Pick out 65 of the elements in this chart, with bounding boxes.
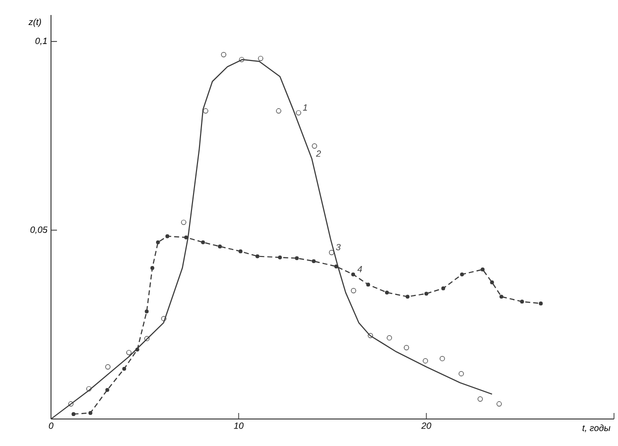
point — [496, 401, 502, 406]
point — [161, 316, 166, 322]
point — [350, 288, 356, 294]
point — [328, 250, 334, 256]
point — [221, 52, 226, 58]
x-tick-label: 0 — [48, 422, 54, 429]
point — [150, 266, 154, 270]
point — [520, 300, 524, 304]
point — [312, 259, 316, 264]
point — [368, 332, 374, 338]
point — [135, 348, 140, 352]
point — [294, 256, 299, 260]
x-axis-title: t, годы — [582, 424, 610, 432]
point — [218, 244, 222, 248]
point — [184, 235, 188, 240]
point — [538, 302, 543, 306]
point — [165, 234, 170, 238]
point — [312, 143, 318, 149]
point — [239, 56, 244, 62]
point — [278, 255, 282, 260]
point — [86, 386, 92, 392]
point — [88, 411, 92, 415]
point — [499, 294, 504, 299]
point — [490, 280, 494, 284]
point — [122, 366, 126, 371]
point — [384, 290, 389, 294]
point — [144, 309, 149, 314]
y-axis-title: z(t) — [28, 18, 41, 27]
point — [404, 345, 410, 350]
annotation: 2 — [316, 150, 321, 157]
point — [460, 272, 464, 276]
point — [258, 56, 264, 62]
point — [386, 335, 392, 340]
point — [72, 412, 76, 416]
x-tick-label: 10 — [234, 422, 244, 429]
point — [458, 371, 464, 376]
y-tick-label: 0,1 — [35, 38, 47, 46]
point — [126, 350, 132, 356]
point — [422, 358, 428, 364]
annotation: 4 — [357, 266, 362, 272]
point — [366, 282, 370, 287]
point — [296, 110, 302, 116]
point — [276, 108, 282, 114]
point — [424, 292, 428, 296]
x-tick-label: 20 — [421, 422, 432, 429]
point — [441, 286, 446, 290]
point — [334, 264, 338, 268]
y-tick-label: 0,05 — [30, 226, 48, 234]
point — [68, 401, 74, 406]
point — [480, 268, 485, 272]
point — [144, 336, 150, 342]
point — [105, 364, 110, 370]
point — [105, 388, 110, 392]
annotation: 1 — [302, 104, 307, 111]
point — [156, 240, 160, 244]
point — [255, 254, 260, 258]
point — [478, 396, 483, 402]
point — [201, 240, 205, 244]
point — [203, 108, 208, 114]
point — [181, 220, 186, 225]
point — [406, 294, 410, 299]
annotation: 3 — [336, 244, 341, 250]
point — [351, 272, 356, 276]
point — [238, 249, 242, 254]
point — [440, 356, 445, 362]
